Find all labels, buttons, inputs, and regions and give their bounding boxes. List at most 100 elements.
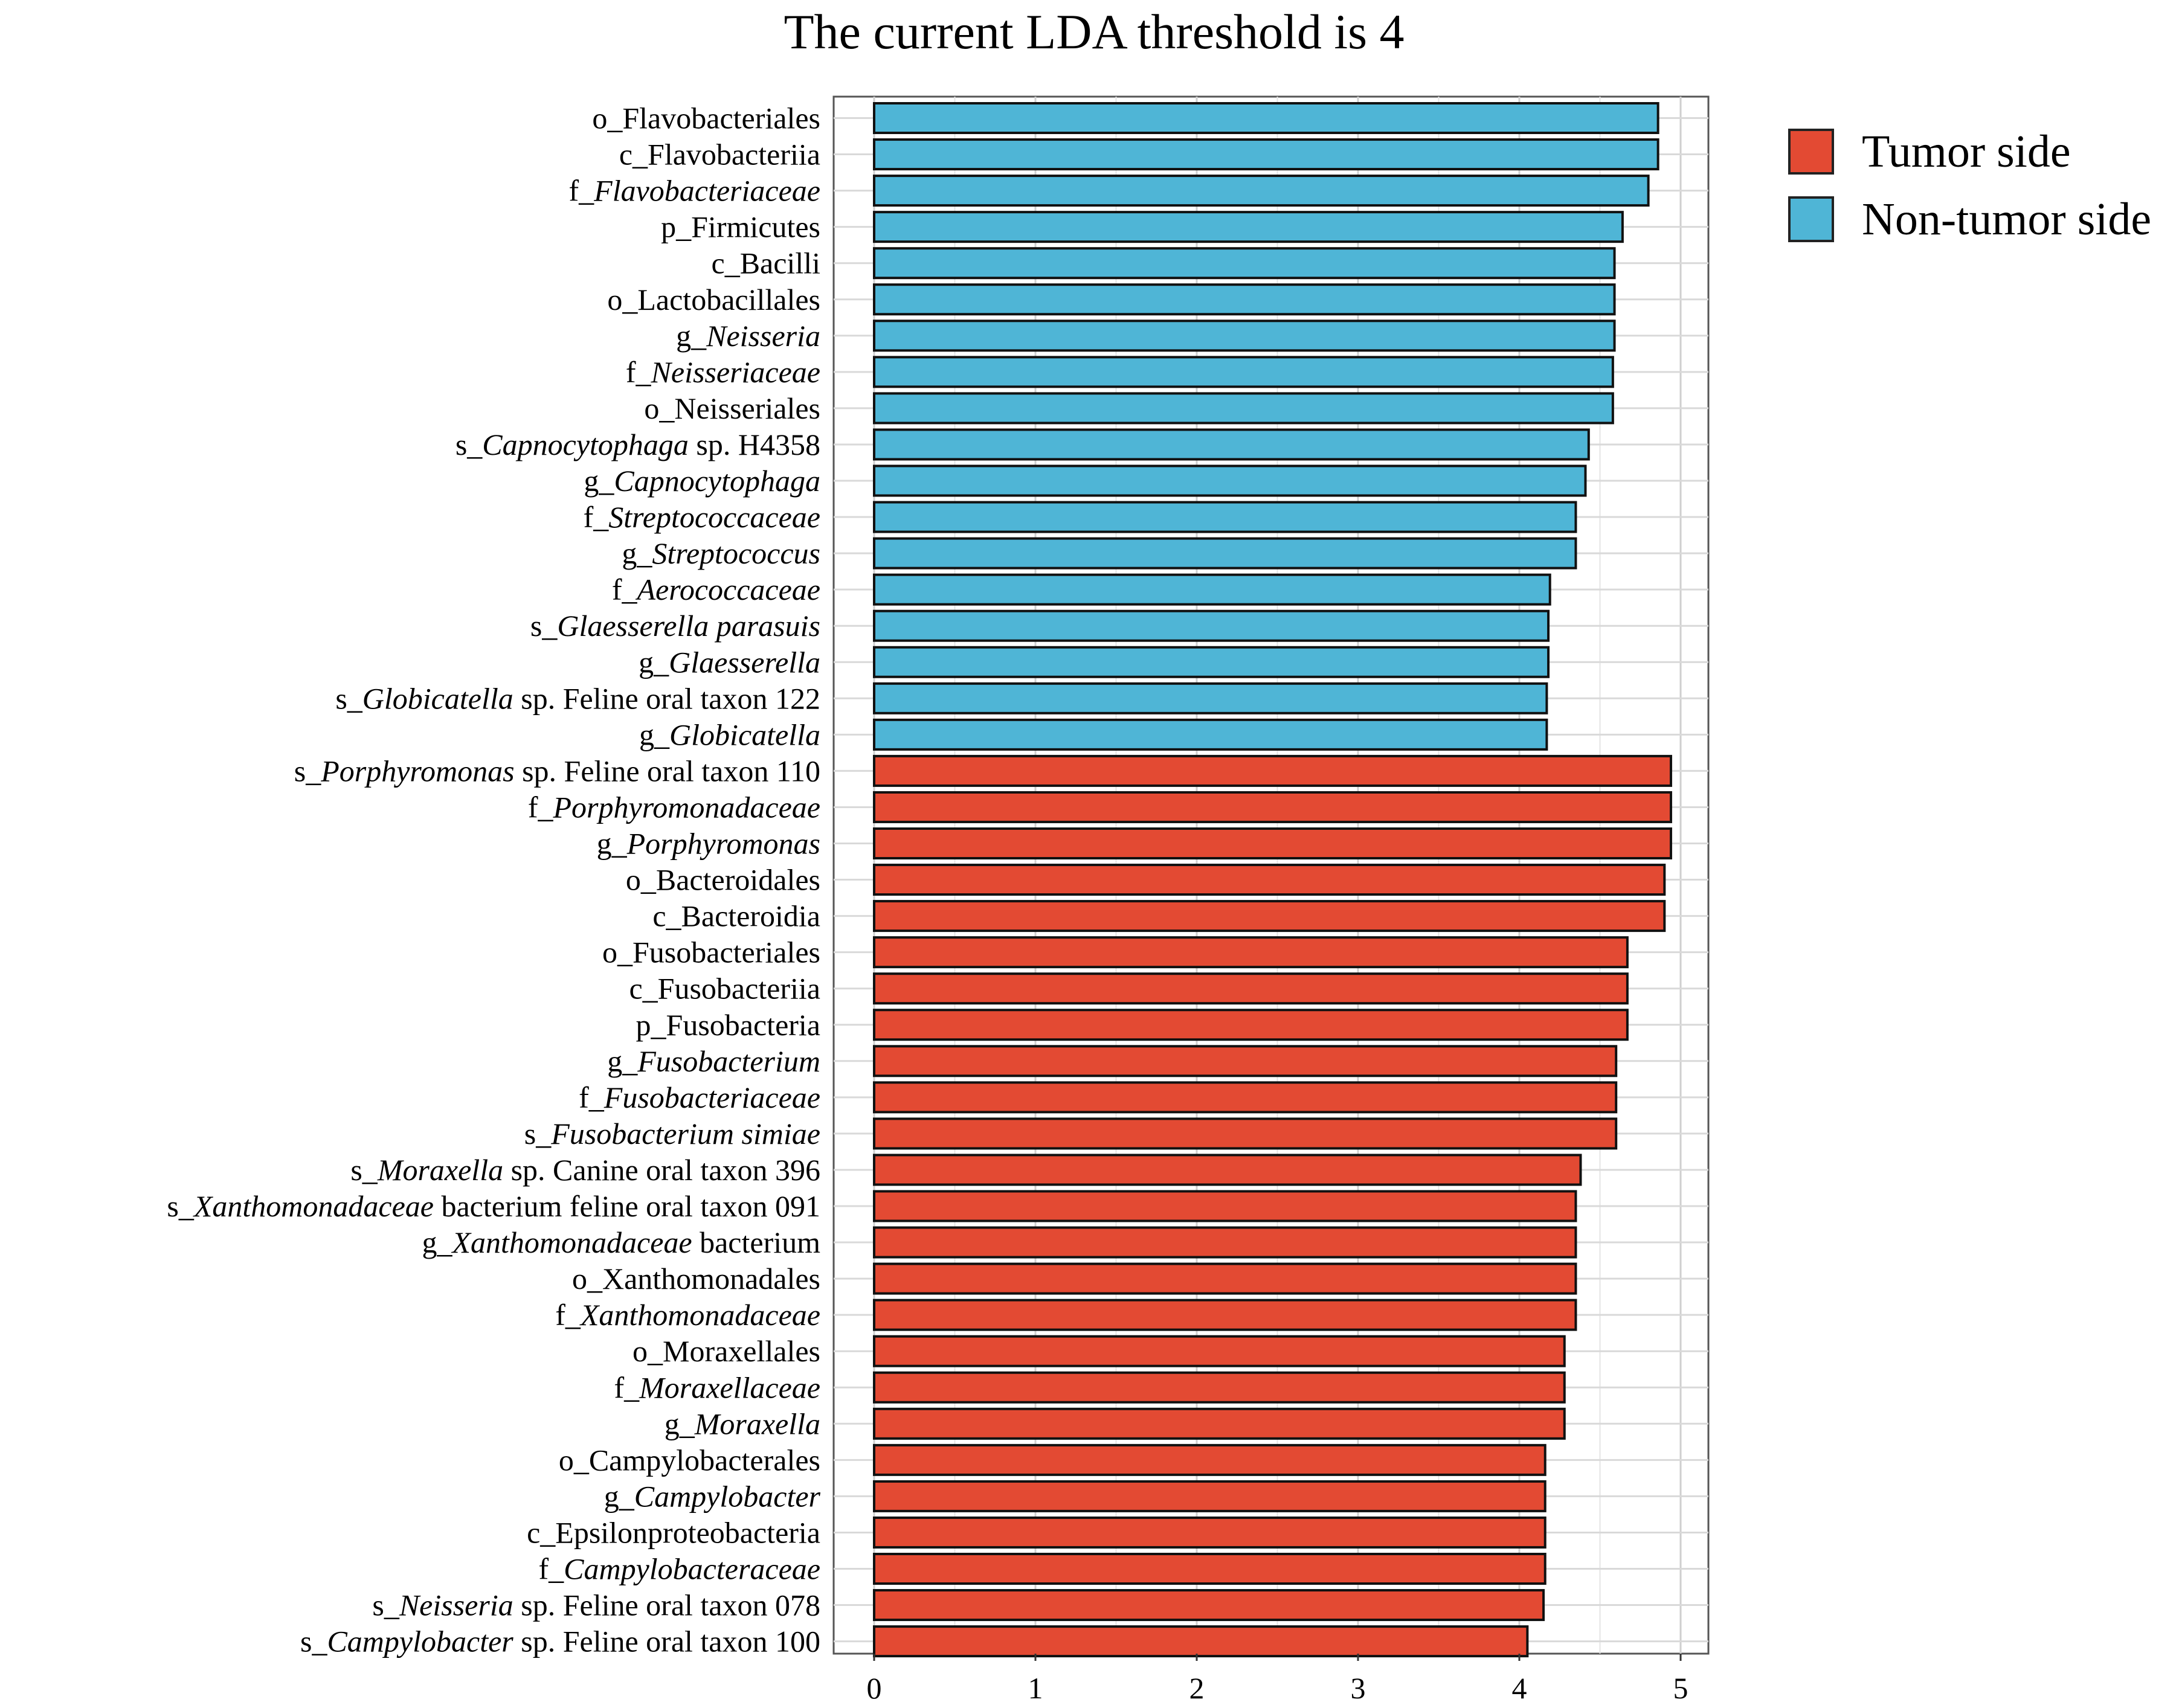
category-label: s_Xanthomonadaceae bacterium feline oral…	[167, 1189, 820, 1223]
category-label: o_Xanthomonadales	[572, 1262, 820, 1295]
bar	[873, 1480, 1547, 1512]
category-label: g_Neisseria	[676, 319, 820, 353]
bar	[873, 247, 1616, 280]
bar	[873, 1009, 1629, 1041]
bar	[873, 283, 1616, 316]
bar	[873, 175, 1650, 207]
bar	[873, 392, 1614, 425]
bar	[873, 1516, 1547, 1549]
category-label: f_Xanthomonadaceae	[555, 1298, 820, 1332]
bar	[873, 1045, 1618, 1077]
bar	[873, 936, 1629, 969]
bar	[873, 211, 1624, 243]
category-label: f_Fusobacteriaceae	[579, 1080, 820, 1114]
category-label: s_Globicatella sp. Feline oral taxon 122	[335, 681, 820, 715]
category-label: f_Streptococcaceae	[584, 500, 820, 534]
bar	[873, 754, 1672, 787]
category-label: s_Glaesserella parasuis	[530, 609, 820, 643]
bar	[873, 501, 1577, 533]
category-label: g_Campylobacter	[604, 1479, 821, 1513]
bar	[873, 138, 1659, 171]
category-label: g_Globicatella	[639, 718, 820, 751]
category-label: g_Xanthomonadaceae bacterium	[422, 1225, 820, 1259]
category-label: o_Fusobacteriales	[602, 936, 820, 969]
x-tick-label: 0	[867, 1671, 882, 1705]
category-label: o_Bacteroidales	[626, 863, 820, 897]
category-label: g_Moraxella	[665, 1407, 820, 1440]
category-label: s_Fusobacterium simiae	[524, 1117, 820, 1151]
category-label: c_Fusobacteriia	[629, 972, 820, 1006]
category-label: f_Porphyromonadaceae	[528, 790, 820, 824]
category-label: g_Glaesserella	[639, 645, 820, 679]
bar	[873, 864, 1666, 896]
category-label: o_Neisseriales	[644, 391, 820, 425]
category-label: c_Bacilli	[712, 246, 821, 280]
bar	[873, 609, 1550, 642]
bar	[873, 1407, 1566, 1440]
legend-label: Non-tumor side	[1862, 194, 2151, 245]
legend-swatch	[1788, 196, 1834, 242]
category-label: o_Moraxellales	[632, 1334, 820, 1368]
bar	[873, 573, 1551, 606]
bar	[873, 646, 1550, 678]
bar	[873, 319, 1616, 352]
bar	[873, 1371, 1566, 1404]
bar	[873, 1625, 1529, 1658]
bar	[873, 1299, 1577, 1331]
bar	[873, 102, 1659, 134]
category-label: o_Lactobacillales	[607, 283, 820, 316]
legend: Tumor side Non-tumor side	[1788, 126, 2151, 245]
category-label: g_Streptococcus	[622, 536, 820, 570]
category-label: c_Bacteroidia	[652, 899, 820, 933]
category-labels: o_Flavobacterialesc_Flavobacteriiaf_Flav…	[167, 101, 820, 1658]
category-label: s_Moraxella sp. Canine oral taxon 396	[350, 1153, 820, 1187]
chart-title: The current LDA threshold is 4	[784, 4, 1404, 59]
category-label: c_Epsilonproteobacteria	[527, 1515, 820, 1549]
bar	[873, 1335, 1566, 1367]
x-tick-label: 1	[1028, 1671, 1043, 1705]
bar	[873, 900, 1666, 933]
bar	[873, 718, 1548, 751]
x-tick-label: 2	[1189, 1671, 1205, 1705]
bar	[873, 1081, 1618, 1114]
legend-label: Tumor side	[1862, 126, 2071, 177]
category-label: s_Neisseria sp. Feline oral taxon 078	[372, 1588, 820, 1622]
category-label: g_Capnocytophaga	[584, 464, 820, 498]
bar	[873, 791, 1672, 823]
category-label: p_Fusobacteria	[636, 1008, 820, 1042]
bars	[873, 102, 1672, 1658]
bar	[873, 972, 1629, 1005]
category-label: s_Campylobacter sp. Feline oral taxon 10…	[300, 1625, 820, 1658]
category-label: c_Flavobacteriia	[619, 138, 820, 172]
category-label: f_Neisseriaceae	[626, 355, 820, 389]
x-tick-label: 3	[1351, 1671, 1366, 1705]
bar	[873, 428, 1590, 461]
x-axis: 0 1 2 3 4 5	[867, 1654, 1688, 1705]
bar	[873, 1553, 1547, 1585]
category-label: o_Campylobacterales	[559, 1443, 820, 1477]
bar	[873, 464, 1587, 497]
category-label: f_Moraxellaceae	[614, 1370, 820, 1404]
bar	[873, 1190, 1577, 1222]
category-label: s_Porphyromonas sp. Feline oral taxon 11…	[294, 754, 820, 788]
bar	[873, 1443, 1547, 1476]
category-label: s_Capnocytophaga sp. H4358	[455, 428, 820, 461]
bar	[873, 1154, 1582, 1186]
bar	[873, 1117, 1618, 1150]
category-label: p_Firmicutes	[661, 210, 820, 244]
category-label: f_Flavobacteriaceae	[569, 174, 821, 208]
category-label: g_Porphyromonas	[597, 827, 820, 861]
legend-swatch	[1788, 129, 1834, 175]
category-label: g_Fusobacterium	[607, 1044, 820, 1078]
category-label: f_Campylobacteraceae	[538, 1552, 820, 1586]
x-tick-label: 4	[1512, 1671, 1527, 1705]
bar	[873, 827, 1672, 859]
category-label: o_Flavobacteriales	[592, 101, 820, 135]
bar	[873, 682, 1548, 714]
bar	[873, 356, 1614, 388]
bar	[873, 537, 1577, 570]
bar	[873, 1226, 1577, 1259]
bar	[873, 1262, 1577, 1295]
category-label: f_Aerococcaceae	[612, 573, 820, 606]
